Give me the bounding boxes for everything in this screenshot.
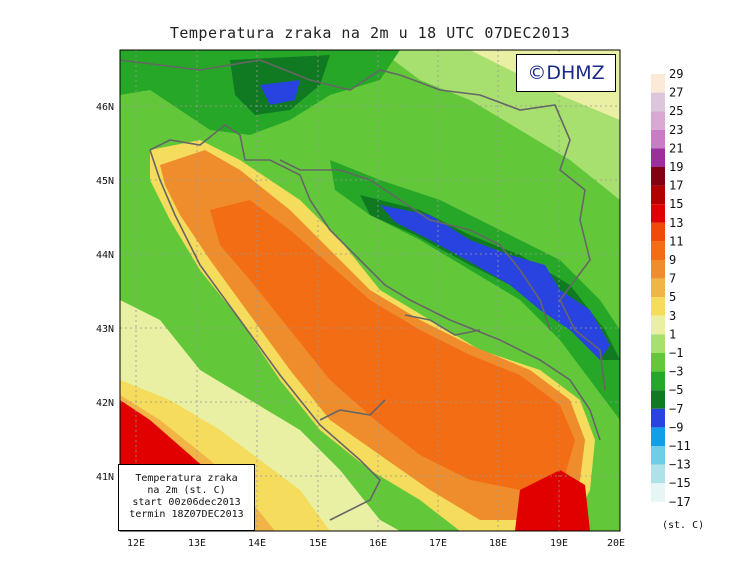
lon-label: 19E <box>550 538 568 549</box>
legend-swatch <box>651 222 665 242</box>
legend-swatch <box>651 185 665 205</box>
lat-axis: 41N 42N 43N 44N 45N 46N <box>96 102 114 483</box>
legend-label: 21 <box>669 141 683 155</box>
legend-swatch <box>651 408 665 428</box>
legend-label: 11 <box>669 234 683 248</box>
legend-label: −1 <box>669 346 683 360</box>
legend-swatch <box>651 204 665 223</box>
legend-label: 19 <box>669 160 683 174</box>
legend-label: 27 <box>669 86 683 100</box>
legend-swatch <box>651 92 665 112</box>
legend-label: −3 <box>669 365 683 379</box>
legend-swatch <box>651 315 665 335</box>
legend-label: −17 <box>669 495 691 509</box>
lon-label: 14E <box>248 538 266 549</box>
legend-swatch <box>651 427 665 446</box>
legend-label: 29 <box>669 67 683 81</box>
lon-label: 16E <box>369 538 387 549</box>
legend-swatch <box>651 278 665 298</box>
legend-label: −11 <box>669 439 691 453</box>
info-line: Temperatura zraka <box>135 473 238 484</box>
info-line: na 2m (st. C) <box>147 485 226 496</box>
info-line: start 00z06dec2013 <box>132 497 241 508</box>
graticule <box>120 50 620 531</box>
legend-label: 3 <box>669 309 676 323</box>
lon-label: 18E <box>489 538 507 549</box>
legend-label: 1 <box>669 327 676 341</box>
alps-cold <box>260 80 300 105</box>
map-frame <box>119 49 621 532</box>
legend-swatch <box>651 390 665 409</box>
color-legend: 29 27 25 23 21 19 17 15 13 11 9 7 5 3 1 −1 −3 −5 −7 −9 −11 −1… <box>651 67 691 509</box>
dinaric-cold <box>380 205 610 360</box>
map-title: Temperatura zraka na 2m u 18 UTC 07DEC20… <box>169 24 571 42</box>
legend-swatch <box>651 129 665 149</box>
legend-label: −9 <box>669 420 683 434</box>
legend-swatch <box>651 74 665 93</box>
legend-label: −13 <box>669 458 691 472</box>
legend-swatch <box>651 297 665 316</box>
legend-label: −7 <box>669 402 683 416</box>
legend-swatch <box>651 167 665 186</box>
legend-swatch <box>651 446 665 465</box>
lat-label: 44N <box>96 250 114 261</box>
lon-label: 13E <box>188 538 206 549</box>
legend-label: −5 <box>669 383 683 397</box>
lon-label: 17E <box>429 538 447 549</box>
lon-label: 15E <box>309 538 327 549</box>
info-box: Temperatura zraka na 2m (st. C) start 00… <box>118 464 255 531</box>
legend-label: 25 <box>669 104 683 118</box>
legend-label: 7 <box>669 272 676 286</box>
legend-label: 13 <box>669 216 683 230</box>
lat-label: 42N <box>96 398 114 409</box>
legend-label: 15 <box>669 197 683 211</box>
legend-swatch <box>651 464 665 484</box>
sea-warm <box>210 200 575 490</box>
legend-swatch <box>651 353 665 372</box>
legend-swatch <box>651 371 665 391</box>
lon-label: 20E <box>607 538 625 549</box>
legend-label: 23 <box>669 123 683 137</box>
legend-swatch <box>651 483 665 502</box>
sea-hot <box>515 470 590 531</box>
lat-label: 46N <box>96 102 114 113</box>
legend-label: 9 <box>669 253 676 267</box>
coastline-borders <box>120 59 606 521</box>
legend-unit: (st. C) <box>662 520 704 531</box>
legend-swatch <box>651 334 665 353</box>
info-line: termin 18Z07DEC2013 <box>129 509 244 520</box>
legend-swatch <box>651 241 665 260</box>
legend-swatch <box>651 148 665 167</box>
legend-swatch <box>651 111 665 130</box>
map-field <box>120 50 620 531</box>
legend-swatch <box>651 260 665 279</box>
lon-label: 12E <box>127 538 145 549</box>
legend-label: −15 <box>669 476 691 490</box>
legend-label: 17 <box>669 179 683 193</box>
lat-label: 45N <box>96 176 114 187</box>
dhmz-logo: ©DHMZ <box>516 54 616 92</box>
lat-label: 41N <box>96 472 114 483</box>
lon-axis: 12E 13E 14E 15E 16E 17E 18E 19E 20E <box>127 538 625 549</box>
legend-label: 5 <box>669 290 676 304</box>
lat-label: 43N <box>96 324 114 335</box>
